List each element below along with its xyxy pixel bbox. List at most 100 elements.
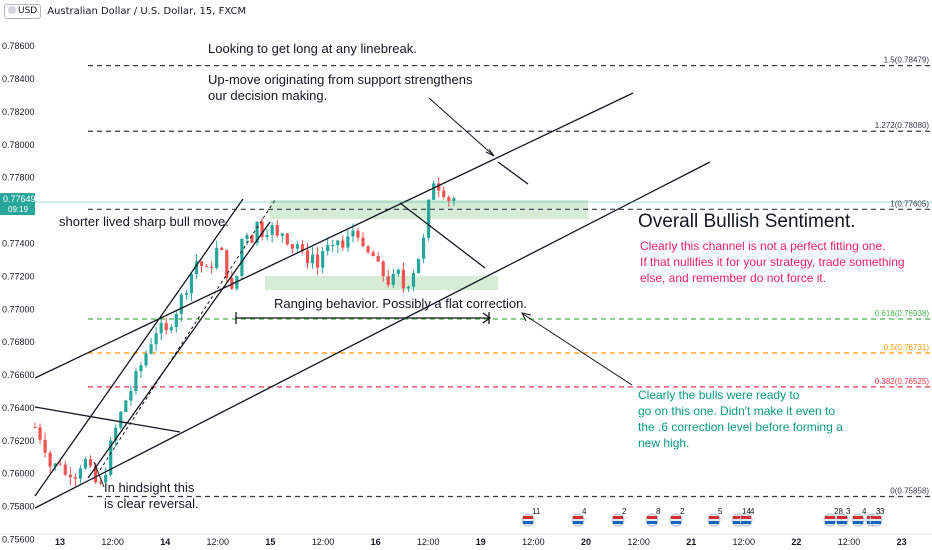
flag-stripe [733,521,743,524]
steep-channel-left [34,198,244,497]
y-tick-label: 0.76600 [2,370,35,380]
candle-body [43,439,47,453]
candle-body [416,258,421,274]
flag-stripe [709,516,719,519]
candle-body [336,240,340,245]
candle-body [119,411,123,428]
event-count: 2 [622,507,627,516]
channel-upper-line [34,92,634,379]
candle-body [381,261,385,277]
candle-body [396,269,400,274]
y-tick-label: 0.77800 [2,173,35,183]
candle-body [346,236,350,248]
fib-levels: 1.5(0.78479) 1.272(0.78080) 1(0.77605) 0.61… [88,56,932,498]
candle-body [280,233,284,236]
x-tick-label: 13 [55,537,65,547]
candle-body [432,183,436,200]
flag-stripe [671,516,681,519]
note-pink-1: Clearly this channel is not a perfect fi… [640,239,885,253]
y-tick-label: 0.76400 [2,403,35,413]
candle-body [63,464,67,475]
note-upmove-1: Up-move originating from support strengt… [208,72,473,87]
flag-stripe [825,516,835,519]
currency-button[interactable]: USD [4,3,42,19]
candle-body [53,463,57,467]
candle-body [220,247,224,250]
bulls-arrowhead [521,312,532,322]
candle-body [310,254,315,264]
candle-body [93,465,98,483]
x-tick-label: 16 [371,537,381,547]
note-hindsight-1: In hindsight this [104,480,195,495]
symbol-header: USD Australian Dollar / U.S. Dollar, 15,… [0,0,246,22]
support-zone [265,276,498,290]
candle-body [179,294,183,314]
currency-icon [8,5,16,14]
candle-body [452,198,456,201]
event-count: 2 [680,507,685,516]
fib-level-label: 1.5(0.78479) [884,56,930,65]
event-count: 4 [862,507,867,516]
x-tick-label: 23 [897,537,907,547]
x-tick-label: 21 [686,537,696,547]
candle-body [315,254,320,268]
flag-stripe [647,521,657,524]
y-tick-label: 0.76800 [2,337,35,347]
candle-body [421,237,426,259]
candle-body [356,230,360,238]
flag-stripe [523,521,533,524]
flag-stripe [573,516,583,519]
candle-body [331,244,335,246]
candle-body [275,225,279,236]
range-descending-line [399,202,486,269]
candle-body [270,225,274,235]
fib-level-label: 0.5(0.76731) [884,343,930,352]
note-upmove-2: our decision making. [208,88,327,103]
upmove-arrowhead [485,148,495,157]
x-tick-label: 12:00 [838,537,861,547]
flag-stripe [647,516,657,519]
candle-body [189,274,194,294]
candle-body [129,391,133,401]
note-pink-3: else, and remember do not force it. [640,271,826,285]
x-axis: 13 12:00 14 12:00 15 12:00 16 12:00 19 12:00 20 12:… [55,537,907,547]
hindsight-arrow [93,461,105,488]
annotations: Looking to get long at any linebreak. Up-… [59,41,905,511]
event-marker: 8 [645,507,661,527]
x-tick-label: 12:00 [207,537,230,547]
bulls-arrow [522,313,633,386]
flag-stripe [523,516,533,519]
candle-body [391,273,395,285]
downtrend-line [34,406,181,433]
y-axis: 0.78600 0.78400 0.78200 0.78000 0.77800 0.776… [0,41,932,544]
candle-body [371,252,375,257]
y-tick-label: 0.75800 [2,502,35,512]
candle-body [230,278,234,289]
candle-body [210,266,214,268]
candle-body [88,459,93,466]
candle-body [406,286,411,289]
event-marker: 4 [739,507,755,527]
flag-stripe [837,521,847,524]
candle-body [38,427,42,440]
x-tick-label: 15 [265,537,275,547]
candle-body [58,463,62,465]
candle-body [78,468,83,479]
candle-body [159,322,163,334]
note-hindsight-2: is clear reversal. [104,496,199,511]
event-marker: 4 [851,507,867,527]
y-tick-label: 0.78200 [2,107,35,117]
candle-body [144,353,148,366]
y-tick-label: 0.78600 [2,41,35,51]
candle-body [73,477,77,479]
flag-stripe [853,521,863,524]
event-count: 5 [718,507,723,516]
event-marker: 11 [521,507,541,527]
x-tick-label: 14 [160,537,170,547]
range-arrow-right [482,312,492,324]
candle-body [376,256,380,262]
channel-lower-line [34,161,711,509]
flag-stripe [671,521,681,524]
y-tick-label: 0.76200 [2,436,35,446]
